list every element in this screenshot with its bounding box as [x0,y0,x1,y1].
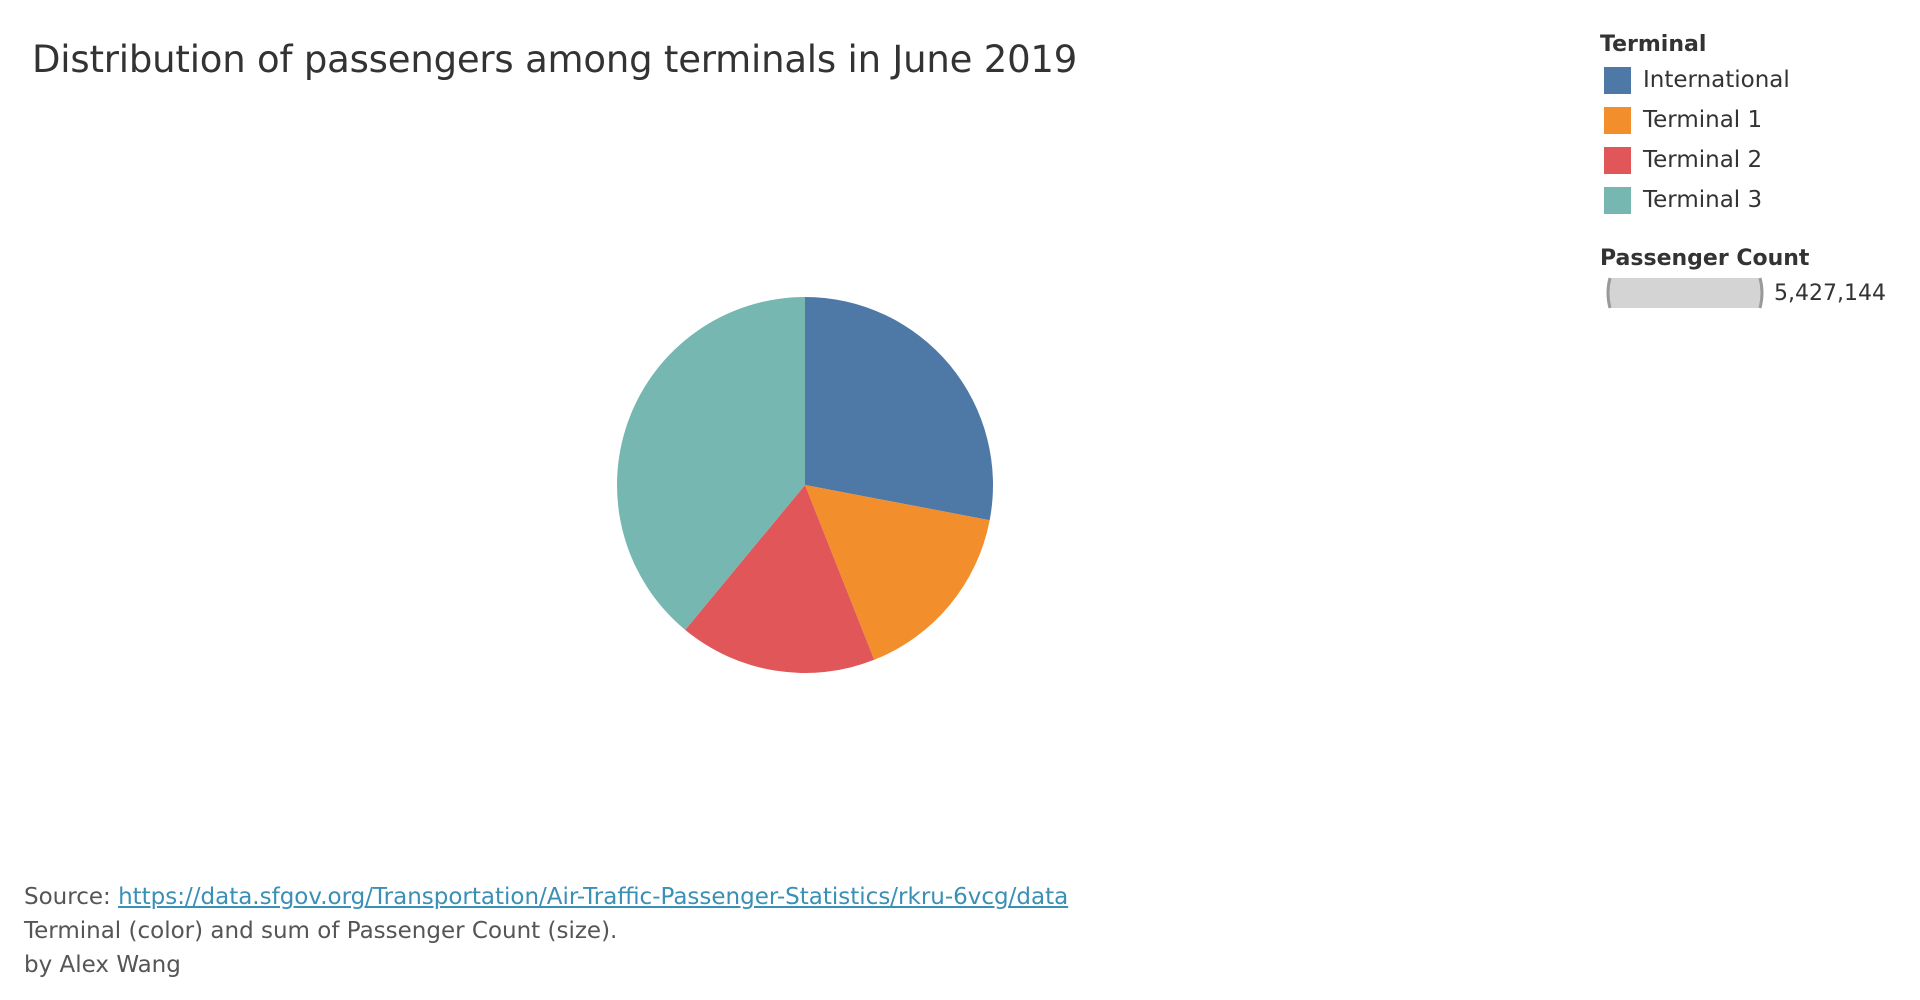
legend-swatch-international [1604,66,1631,94]
size-legend-title: Passenger Count [1600,246,1810,271]
legend-swatch-terminal-2 [1604,146,1631,174]
legend-item-terminal-2[interactable]: Terminal 2 [1600,140,1900,180]
size-legend-row: 5,427,144 [1600,274,1900,312]
size-legend-value: 5,427,144 [1774,280,1886,306]
legend-swatch-terminal-1 [1604,106,1631,134]
legend-label: Terminal 2 [1643,147,1763,173]
legend-item-international[interactable]: International [1600,60,1900,100]
pie-slice-terminal-2[interactable] [685,485,875,673]
pie-svg [617,297,993,673]
pie-slice-terminal-1[interactable] [805,485,990,660]
legend-label: Terminal 1 [1643,107,1763,133]
author-credit: by Alex Wang [24,952,181,978]
source-line: Source: https://data.sfgov.org/Transport… [24,880,1068,914]
footer: Source: https://data.sfgov.org/Transport… [24,880,1068,982]
pie-slice-international[interactable] [805,297,993,521]
source-prefix: Source: [24,884,119,910]
size-legend-shape [1606,277,1764,309]
color-legend-title: Terminal [1600,32,1707,57]
legend-item-terminal-1[interactable]: Terminal 1 [1600,100,1900,140]
source-link[interactable]: https://data.sfgov.org/Transportation/Ai… [118,884,1069,910]
pie-chart [600,290,1010,680]
legend-item-terminal-3[interactable]: Terminal 3 [1600,180,1900,220]
legend-label: International [1643,67,1790,93]
pie-slice-terminal-3[interactable] [617,297,805,630]
chart-title: Distribution of passengers among termina… [32,38,1078,81]
chart-description: Terminal (color) and sum of Passenger Co… [24,918,618,944]
legend-swatch-terminal-3 [1604,186,1631,214]
color-legend: Terminal International Terminal 1 Termin… [1600,30,1900,220]
legend-label: Terminal 3 [1643,187,1763,213]
size-legend: Passenger Count 5,427,144 [1600,244,1900,312]
